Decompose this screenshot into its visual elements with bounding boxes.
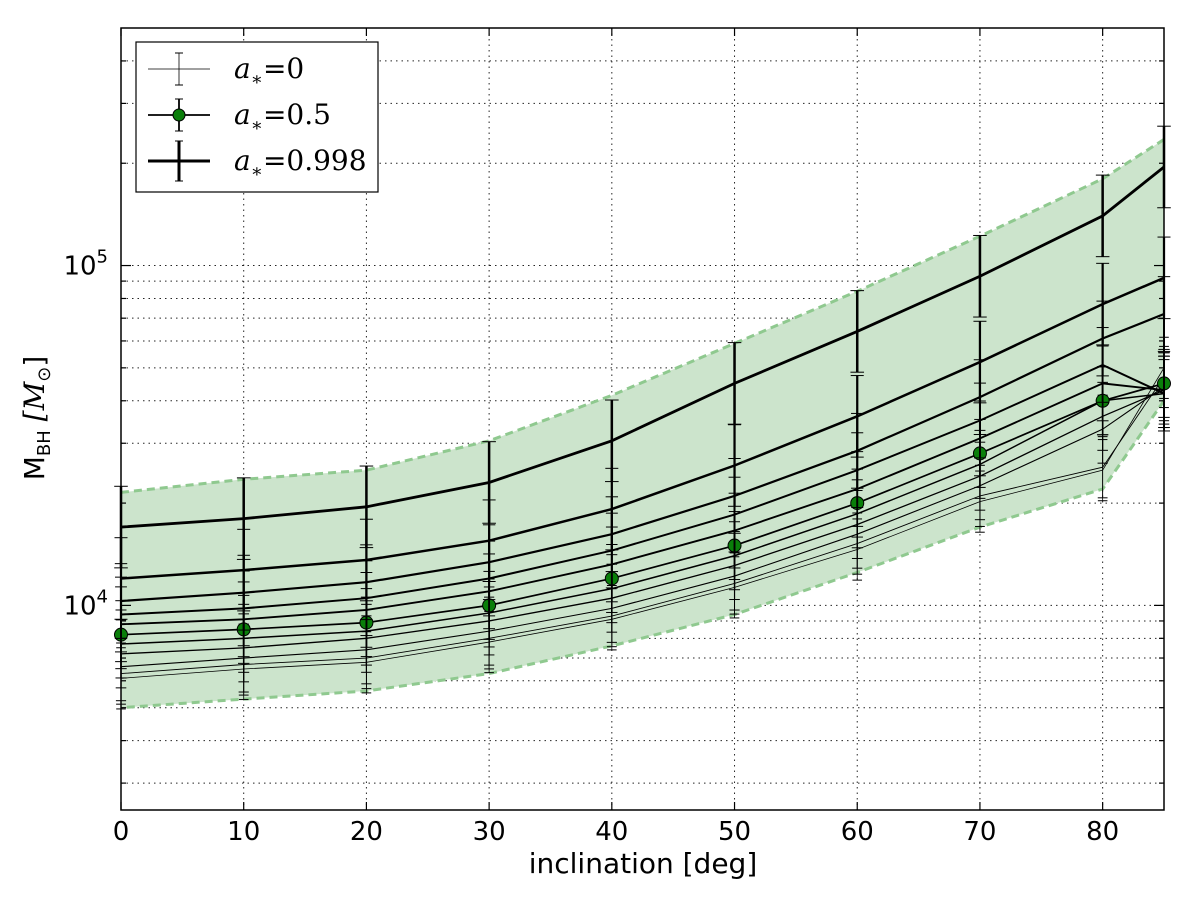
y-tick-label-base: 10 [63, 591, 96, 621]
legend-entry-3: a∗=0.998 [148, 140, 367, 182]
band-upper-edge [120, 138, 1165, 494]
legend-label: a∗=0.998 [234, 144, 367, 182]
legend: a∗=0a∗=0.5a∗=0.998 [135, 41, 379, 193]
series-line [120, 382, 1165, 626]
uncertainty-band [120, 138, 1166, 710]
legend-label-subscript: ∗ [251, 69, 263, 90]
series-line [120, 376, 1165, 675]
legend-label-subscript: ∗ [251, 115, 263, 136]
x-tick-label: 50 [718, 817, 751, 847]
plot-frame [120, 27, 1165, 811]
x-tick-label: 60 [841, 817, 874, 847]
y-axis-label-subscript: BH [34, 430, 55, 456]
x-tick-label: 70 [963, 817, 996, 847]
series-line [120, 276, 1165, 580]
x-tick-label: 10 [227, 817, 260, 847]
y-axis-label-unit: [M [18, 380, 51, 421]
y-tick-label-exponent: 5 [97, 247, 108, 268]
y-tick-label-exponent: 4 [97, 586, 108, 607]
legend-label-value: =0.5 [263, 98, 331, 131]
y-tick-label: 105 [63, 247, 108, 282]
series-line [120, 389, 1165, 655]
legend-label: a∗=0.5 [234, 98, 331, 136]
legend-label-var: a [234, 52, 251, 85]
y-axis-label: MBH [M⊙] [18, 356, 55, 481]
series-line [120, 386, 1165, 668]
band-lower-edge [120, 399, 1166, 710]
legend-label-value: =0.998 [263, 144, 367, 177]
legend-entry-1: a∗=0 [148, 52, 304, 90]
legend-entry-2: a∗=0.5 [148, 98, 331, 136]
y-axis-label-main: M [18, 456, 51, 480]
series-line [120, 392, 1165, 645]
series-line [120, 367, 1165, 679]
series-line [120, 363, 1165, 616]
band-fill [121, 139, 1164, 708]
legend-label-value: =0 [263, 52, 304, 85]
x-tick-label: 40 [595, 817, 628, 847]
legend-label-var: a [234, 98, 251, 131]
y-axis-label-unit-subscript: ⊙ [34, 367, 55, 382]
x-tick-label: 20 [350, 817, 383, 847]
y-axis-label-unit-close: ] [18, 356, 51, 367]
x-tick-label: 0 [113, 817, 130, 847]
y-tick-label: 104 [63, 586, 108, 621]
x-axis-label: inclination [deg] [529, 847, 758, 880]
legend-label: a∗=0 [234, 52, 304, 90]
series-line [120, 382, 1165, 636]
series-11 [114, 125, 1171, 569]
y-axis-label-space [18, 421, 51, 430]
legend-label-subscript: ∗ [251, 161, 263, 182]
x-tick-label: 80 [1086, 817, 1119, 847]
legend-marker [172, 108, 186, 122]
x-tick-label: 30 [473, 817, 506, 847]
y-tick-label-base: 10 [63, 252, 96, 282]
legend-label-var: a [234, 144, 251, 177]
series-line [120, 313, 1165, 603]
series-line [120, 165, 1165, 529]
